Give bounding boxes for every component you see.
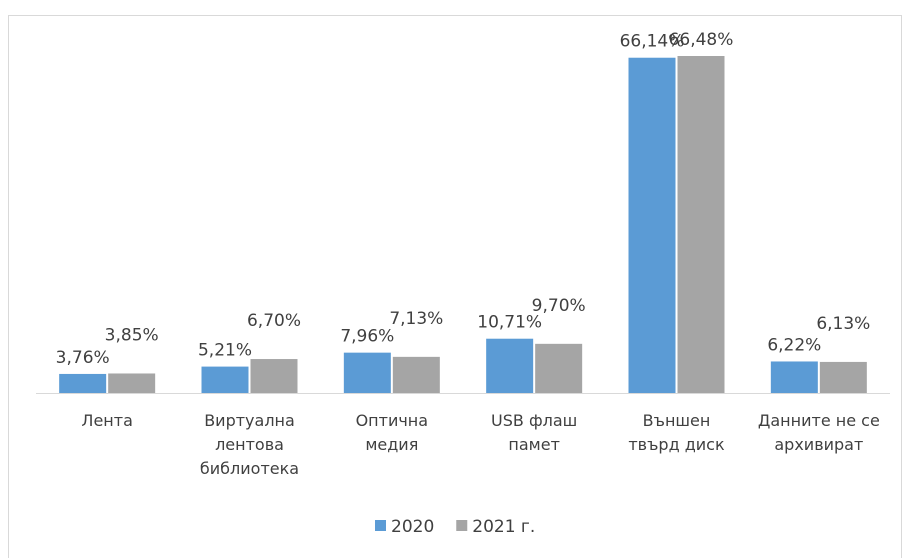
data-label: 3,76%: [56, 348, 110, 368]
x-tick-label: Виртуална лентова библиотека: [199, 411, 300, 478]
bar: [250, 359, 298, 393]
bar: [486, 338, 534, 393]
bar: [343, 352, 391, 393]
data-label: 6,13%: [816, 314, 870, 334]
data-label: 7,96%: [340, 327, 394, 347]
bar: [819, 361, 867, 393]
data-label: 5,21%: [198, 341, 252, 361]
x-tick-label: Оптична медия: [355, 411, 429, 454]
data-label: 7,13%: [389, 309, 443, 329]
data-label: 6,22%: [767, 335, 821, 355]
chart-border: [8, 15, 902, 558]
data-label: 66,48%: [669, 30, 734, 50]
legend-swatch: [456, 520, 468, 531]
bar: [201, 366, 249, 393]
bar: [535, 343, 583, 393]
x-tick-label: Данните не се архивират: [757, 411, 880, 454]
bar: [770, 361, 818, 393]
data-label: 10,71%: [477, 313, 542, 333]
bar: [59, 373, 107, 393]
bar: [108, 373, 156, 393]
data-label: 6,70%: [247, 311, 301, 331]
x-tick-label: Лента: [81, 411, 133, 430]
legend-swatch: [375, 520, 386, 531]
bar: [628, 57, 676, 394]
legend-label: 2021 г.: [472, 517, 535, 537]
legend-label: 2020: [391, 517, 434, 537]
bar: [677, 56, 725, 393]
x-tick-label: USB флаш памет: [491, 411, 578, 454]
bar: [392, 356, 440, 393]
data-label: 66,14%: [620, 32, 685, 52]
data-label: 3,85%: [105, 325, 159, 345]
x-tick-label: Външен твърд диск: [628, 411, 725, 454]
data-label: 9,70%: [532, 296, 586, 316]
